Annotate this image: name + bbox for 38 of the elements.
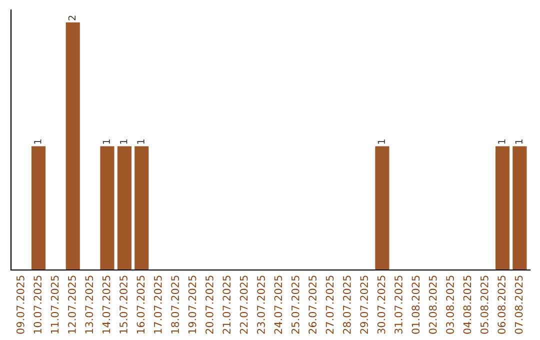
x-tick-label: 12.07.2025 (68, 276, 76, 334)
x-tick-label: 01.08.2025 (412, 276, 420, 334)
x-tick-label: 21.07.2025 (222, 276, 231, 334)
x-tick-label: 29.07.2025 (360, 276, 368, 334)
x-tick-label: 04.08.2025 (463, 276, 472, 334)
data-label: 1 (102, 140, 110, 144)
data-label: 1 (378, 140, 385, 144)
x-tick-label: 14.07.2025 (102, 276, 110, 334)
x-tick-label: 06.08.2025 (498, 276, 506, 334)
x-tick-label: 07.08.2025 (514, 276, 523, 334)
data-label: 1 (34, 140, 42, 144)
x-tick-label: 28.07.2025 (342, 276, 351, 334)
x-tick-label: 18.07.2025 (171, 276, 180, 334)
data-label: 1 (137, 140, 144, 144)
x-tick-label: 17.07.2025 (154, 276, 162, 334)
x-tick-label: 15.07.2025 (120, 276, 128, 334)
x-tick-label: 03.08.2025 (446, 276, 454, 334)
x-tick-label: 26.07.2025 (308, 276, 316, 334)
x-tick-label: 23.07.2025 (257, 276, 265, 334)
x-tick-label: 02.08.2025 (428, 276, 437, 334)
x-tick-label: 11.07.2025 (50, 276, 59, 334)
x-tick-label: 25.07.2025 (291, 276, 300, 334)
data-label: 2 (68, 16, 76, 20)
x-tick-label: 30.07.2025 (377, 276, 386, 334)
x-tick-label: 22.07.2025 (240, 276, 248, 334)
x-tick-label: 13.07.2025 (85, 276, 94, 334)
x-tick-label: 31.07.2025 (394, 276, 402, 334)
x-tick-label: 05.08.2025 (480, 276, 488, 334)
x-tick-label: 19.07.2025 (188, 276, 196, 334)
data-label: 1 (498, 140, 506, 144)
x-tick-label: 09.07.2025 (16, 276, 24, 334)
x-tick-label: 16.07.2025 (136, 276, 145, 334)
x-tick-label: 20.07.2025 (205, 276, 214, 334)
x-tick-label: 10.07.2025 (34, 276, 42, 334)
x-tick-label: 24.07.2025 (274, 276, 282, 334)
data-label: 1 (120, 140, 128, 144)
data-label: 1 (515, 140, 522, 144)
x-tick-label: 27.07.2025 (326, 276, 334, 334)
